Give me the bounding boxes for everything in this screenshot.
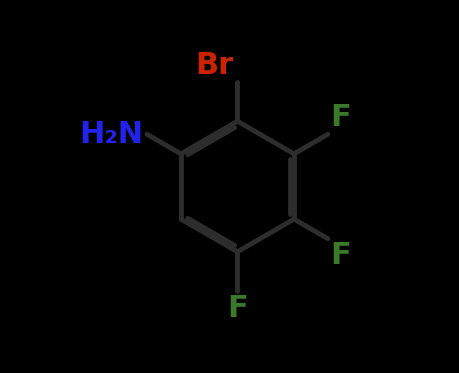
Text: H₂N: H₂N (79, 120, 143, 149)
Text: F: F (329, 103, 350, 132)
Text: F: F (329, 241, 350, 270)
Text: Br: Br (195, 51, 233, 80)
Text: F: F (227, 294, 247, 323)
